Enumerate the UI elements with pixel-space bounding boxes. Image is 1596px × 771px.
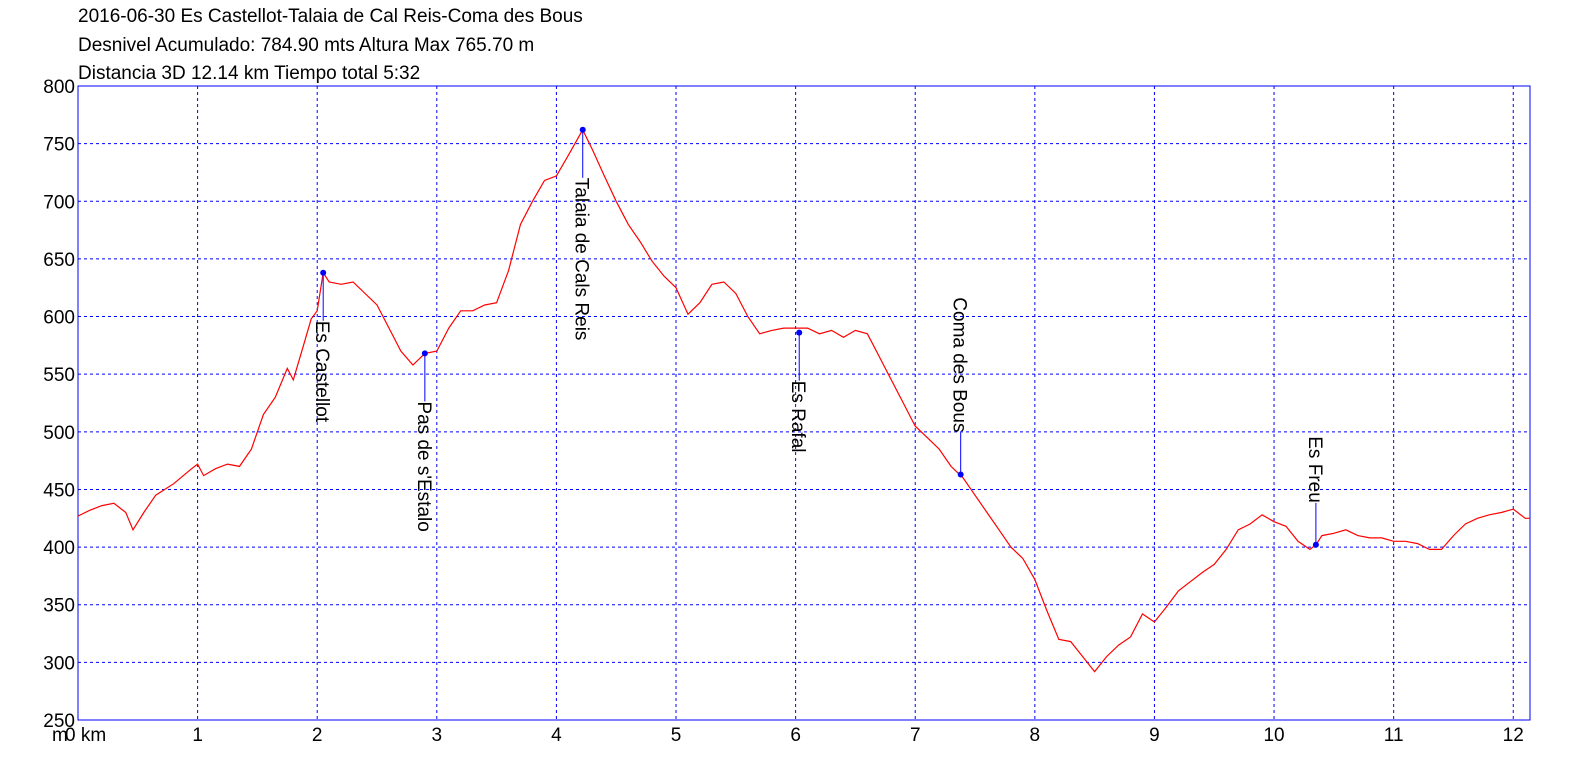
x-tick-label: 3 [432,725,443,746]
elevation-line [77,128,1530,673]
y-tick-label: 450 [43,480,75,501]
y-tick-label: 400 [43,538,75,559]
waypoint-marker [579,126,586,133]
waypoint-label: Es Castellot [311,321,332,423]
x-tick-label: 1 [192,725,203,746]
waypoint-marker [320,269,327,276]
x-tick-label: 2 [312,725,323,746]
x-tick-label: 5 [671,725,682,746]
y-tick-label: 550 [43,365,75,386]
x-tick-label: 0 km [65,725,106,746]
y-axis-label: m [52,725,68,746]
title-line: Distancia 3D 12.14 km Tiempo total 5:32 [78,63,420,84]
x-tick-label: 7 [910,725,921,746]
y-tick-label: 750 [43,135,75,156]
x-tick-label: 10 [1263,725,1284,746]
waypoint-label: Talaia de Cals Reis [571,178,592,341]
waypoint-marker [421,350,428,357]
y-tick-label: 300 [43,653,75,674]
x-tick-label: 12 [1503,725,1524,746]
title-line: Desnivel Acumulado: 784.90 mts Altura Ma… [78,35,534,56]
waypoint-label: Es Freu [1304,436,1325,503]
y-tick-label: 650 [43,250,75,271]
x-tick-label: 11 [1384,725,1404,746]
waypoint-marker [1312,541,1319,548]
x-tick-label: 9 [1149,725,1160,746]
plot-frame [77,85,1531,721]
title-line: 2016-06-30 Es Castellot-Talaia de Cal Re… [78,6,583,27]
y-tick-label: 350 [43,596,75,617]
waypoint-marker [957,471,964,478]
waypoint-label: Pas de s'Estalo [413,401,434,531]
y-tick-label: 600 [43,308,75,329]
y-tick-label: 800 [43,77,75,98]
x-tick-label: 8 [1030,725,1041,746]
waypoint-marker [796,329,803,336]
y-tick-label: 500 [43,423,75,444]
waypoint-label: Coma des Bous [949,297,970,432]
x-tick-label: 6 [790,725,801,746]
y-tick-label: 700 [43,192,75,213]
y-tick-label: 250 [43,711,75,732]
x-tick-label: 4 [551,725,562,746]
waypoint-label: Es Rafal [787,381,808,453]
